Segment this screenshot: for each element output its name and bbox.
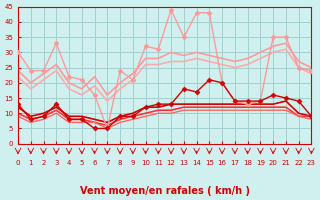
X-axis label: Vent moyen/en rafales ( km/h ): Vent moyen/en rafales ( km/h ) — [80, 186, 250, 196]
